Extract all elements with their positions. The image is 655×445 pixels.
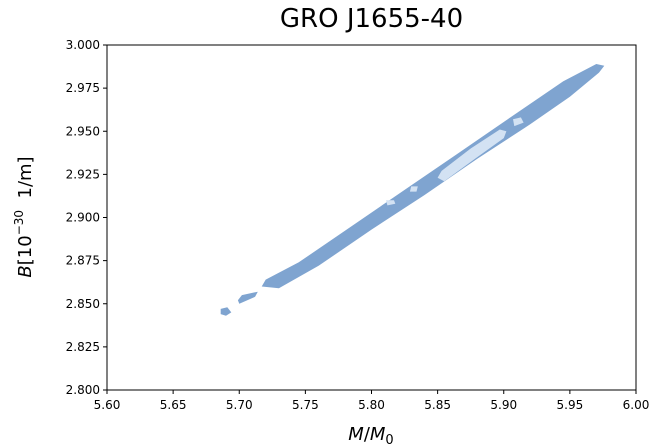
y-axis-label-post: 1/m] bbox=[15, 156, 36, 210]
y-axis-label: B[10−30 1/m] bbox=[12, 156, 36, 277]
y-axis-label-exp: −30 bbox=[12, 210, 26, 235]
y-tick-label: 2.900 bbox=[66, 211, 100, 225]
x-axis-label-var2: M bbox=[370, 424, 386, 445]
x-tick-label: 5.85 bbox=[424, 398, 451, 412]
y-tick-label: 2.800 bbox=[66, 383, 100, 397]
y-axis-label-var: B bbox=[15, 265, 36, 277]
x-axis-label-var: M bbox=[348, 424, 364, 445]
y-tick-label: 2.975 bbox=[66, 81, 100, 95]
x-axis-label-sub: 0 bbox=[385, 433, 393, 445]
contour-region-outer-1 bbox=[237, 291, 258, 304]
y-tick-label: 2.850 bbox=[66, 297, 100, 311]
x-axis-label-sep: / bbox=[364, 424, 371, 445]
x-tick-label: 5.75 bbox=[292, 398, 319, 412]
x-tick-label: 5.65 bbox=[160, 398, 187, 412]
x-axis-ticks: 5.60 5.65 5.70 5.75 5.80 5.85 5.90 5.95 6.00 bbox=[94, 390, 650, 412]
y-tick-label: 2.925 bbox=[66, 167, 100, 181]
x-axis-label: M/M0 bbox=[348, 424, 393, 445]
contour-region-inner-6 bbox=[513, 117, 524, 127]
y-tick-label: 2.875 bbox=[66, 254, 100, 268]
contour-region-inner-3 bbox=[437, 129, 507, 182]
x-tick-label: 6.00 bbox=[623, 398, 650, 412]
y-tick-label: 2.825 bbox=[66, 340, 100, 354]
y-axis-label-pre: [10 bbox=[15, 235, 36, 265]
contour-region-inner-4 bbox=[409, 186, 418, 192]
contour-regions bbox=[220, 64, 605, 316]
x-tick-label: 5.95 bbox=[557, 398, 584, 412]
x-tick-label: 5.70 bbox=[226, 398, 253, 412]
x-tick-label: 5.90 bbox=[490, 398, 517, 412]
y-tick-label: 2.950 bbox=[66, 124, 100, 138]
chart-title: GRO J1655-40 bbox=[279, 4, 464, 34]
y-axis-ticks: 2.800 2.825 2.850 2.875 2.900 2.925 2.950 2.975… bbox=[66, 38, 107, 397]
y-tick-label: 3.000 bbox=[66, 38, 100, 52]
contour-region-outer-0 bbox=[220, 307, 232, 316]
x-tick-label: 5.60 bbox=[94, 398, 121, 412]
contour-region-inner-5 bbox=[386, 200, 396, 206]
contour-region-outer-2 bbox=[261, 64, 605, 289]
x-tick-label: 5.80 bbox=[358, 398, 385, 412]
